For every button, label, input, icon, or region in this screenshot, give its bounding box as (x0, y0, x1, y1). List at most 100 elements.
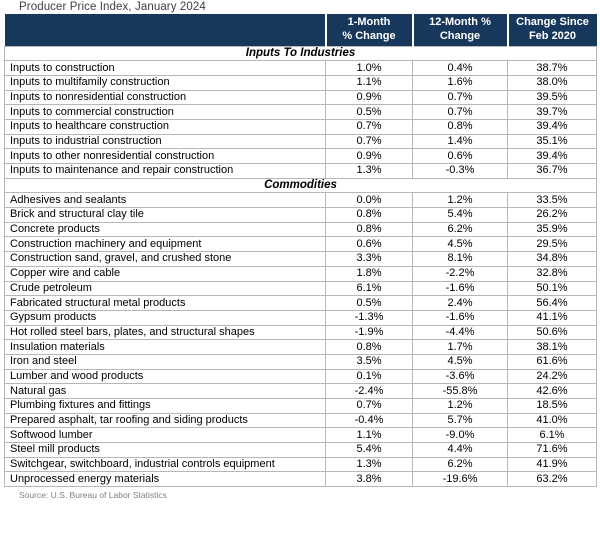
table-row: Inputs to other nonresidential construct… (4, 148, 597, 164)
cell-value: 33.5% (507, 192, 597, 209)
cell-value: 0.9% (325, 148, 413, 164)
row-label: Inputs to commercial construction (4, 104, 326, 120)
table-row: Switchgear, switchboard, industrial cont… (4, 456, 597, 473)
row-label: Lumber and wood products (4, 368, 326, 385)
cell-value: -1.6% (412, 309, 508, 326)
table-row: Inputs to industrial construction 0.7% 1.4… (4, 133, 597, 150)
cell-value: 5.4% (325, 442, 413, 458)
cell-value: 41.1% (507, 309, 597, 326)
cell-value: 4.4% (412, 442, 508, 458)
cell-value: 4.5% (412, 353, 508, 370)
page-title: Producer Price Index, January 2024 (19, 1, 206, 13)
cell-value: 0.4% (412, 60, 508, 76)
cell-value: 42.6% (507, 383, 597, 399)
cell-value: 71.6% (507, 442, 597, 458)
cell-value: -19.6% (412, 471, 508, 488)
table-row: Steel mill products 5.4% 4.4% 71.6% (4, 442, 597, 458)
table-row: Unprocessed energy materials 3.8% -19.6% 63… (4, 471, 597, 488)
row-label: Switchgear, switchboard, industrial cont… (4, 456, 326, 473)
row-label: Construction machinery and equipment (4, 236, 326, 253)
row-label: Insulation materials (4, 339, 326, 355)
cell-value: 1.7% (412, 339, 508, 355)
header-row: 1-Month % Change 12-Month % Change Chang… (4, 14, 597, 46)
table-row: Natural gas -2.4% -55.8% 42.6% (4, 383, 597, 399)
row-label: Construction sand, gravel, and crushed s… (4, 251, 326, 267)
cell-value: 1.3% (325, 163, 413, 179)
header-cell-feb2020: Change Since Feb 2020 (506, 14, 597, 46)
table-row: Insulation materials 0.8% 1.7% 38.1% (4, 339, 597, 355)
cell-value: 34.8% (507, 251, 597, 267)
cell-value: 1.2% (412, 192, 508, 209)
cell-value: 26.2% (507, 207, 597, 223)
row-label: Copper wire and cable (4, 265, 326, 282)
row-label: Steel mill products (4, 442, 326, 458)
cell-value: 39.5% (507, 89, 597, 106)
cell-value: 35.9% (507, 221, 597, 238)
cell-value: 63.2% (507, 471, 597, 488)
cell-value: 1.6% (412, 74, 508, 91)
table-row: Gypsum products -1.3% -1.6% 41.1% (4, 309, 597, 326)
table-row: Brick and structural clay tile 0.8% 5.4% 26… (4, 207, 597, 223)
table-row: Inputs to multifamily construction 1.1% 1.… (4, 74, 597, 91)
cell-value: 3.8% (325, 471, 413, 488)
row-label: Fabricated structural metal products (4, 295, 326, 311)
cell-value: 29.5% (507, 236, 597, 253)
cell-value: 41.0% (507, 412, 597, 429)
section-header-row: Inputs To Industries (4, 45, 597, 62)
cell-value: 1.1% (325, 427, 413, 444)
cell-value: 0.7% (325, 398, 413, 414)
cell-value: -3.6% (412, 368, 508, 385)
cell-value: 35.1% (507, 133, 597, 150)
cell-value: 5.7% (412, 412, 508, 429)
cell-value: -4.4% (412, 324, 508, 341)
cell-value: -2.2% (412, 265, 508, 282)
cell-value: 0.8% (325, 339, 413, 355)
row-label: Plumbing fixtures and fittings (4, 398, 326, 414)
row-label: Prepared asphalt, tar roofing and siding… (4, 412, 326, 429)
cell-value: 0.7% (325, 133, 413, 150)
row-label: Inputs to construction (4, 60, 326, 76)
table-header: 1-Month % Change 12-Month % Change Chang… (4, 14, 597, 46)
header-line: 12-Month % (429, 16, 491, 28)
table-row: Lumber and wood products 0.1% -3.6% 24.2% (4, 368, 597, 385)
cell-value: 24.2% (507, 368, 597, 385)
row-label: Inputs to other nonresidential construct… (4, 148, 326, 164)
table-row: Softwood lumber 1.1% -9.0% 6.1% (4, 427, 597, 444)
row-label: Concrete products (4, 221, 326, 238)
table-row: Inputs to commercial construction 0.5% 0.7… (4, 104, 597, 120)
row-label: Unprocessed energy materials (4, 471, 326, 488)
header-cell-1month: 1-Month % Change (324, 14, 413, 46)
cell-value: 0.8% (325, 207, 413, 223)
cell-value: 6.1% (507, 427, 597, 444)
cell-value: 2.4% (412, 295, 508, 311)
header-line: Change (439, 29, 481, 42)
header-cell-12month: 12-Month % Change (411, 14, 508, 46)
table-row: Prepared asphalt, tar roofing and siding… (4, 412, 597, 429)
cell-value: 39.4% (507, 118, 597, 135)
cell-value: 41.9% (507, 456, 597, 473)
row-label: Inputs to maintenance and repair constru… (4, 163, 326, 179)
table-body: Inputs To Industries Inputs to constructi… (4, 45, 597, 488)
cell-value: 1.8% (325, 265, 413, 282)
table-row: Inputs to nonresidential construction 0.9… (4, 89, 597, 106)
section-title: Inputs To Industries (4, 45, 597, 62)
header-line: 1-Month (347, 16, 391, 28)
cell-value: -0.4% (325, 412, 413, 429)
cell-value: 50.6% (507, 324, 597, 341)
row-label: Adhesives and sealants (4, 192, 326, 209)
row-label: Inputs to healthcare construction (4, 118, 326, 135)
cell-value: -9.0% (412, 427, 508, 444)
section-header-row: Commodities (4, 177, 597, 194)
table-row: Inputs to construction 1.0% 0.4% 38.7% (4, 60, 597, 76)
header-cell-blank (4, 14, 326, 46)
cell-value: 0.0% (325, 192, 413, 209)
cell-value: 38.7% (507, 60, 597, 76)
table-row: Construction machinery and equipment 0.6%… (4, 236, 597, 253)
header-line: % Change (342, 29, 396, 42)
cell-value: 6.1% (325, 280, 413, 297)
row-label: Crude petroleum (4, 280, 326, 297)
row-label: Natural gas (4, 383, 326, 399)
row-label: Gypsum products (4, 309, 326, 326)
cell-value: 8.1% (412, 251, 508, 267)
row-label: Inputs to nonresidential construction (4, 89, 326, 106)
